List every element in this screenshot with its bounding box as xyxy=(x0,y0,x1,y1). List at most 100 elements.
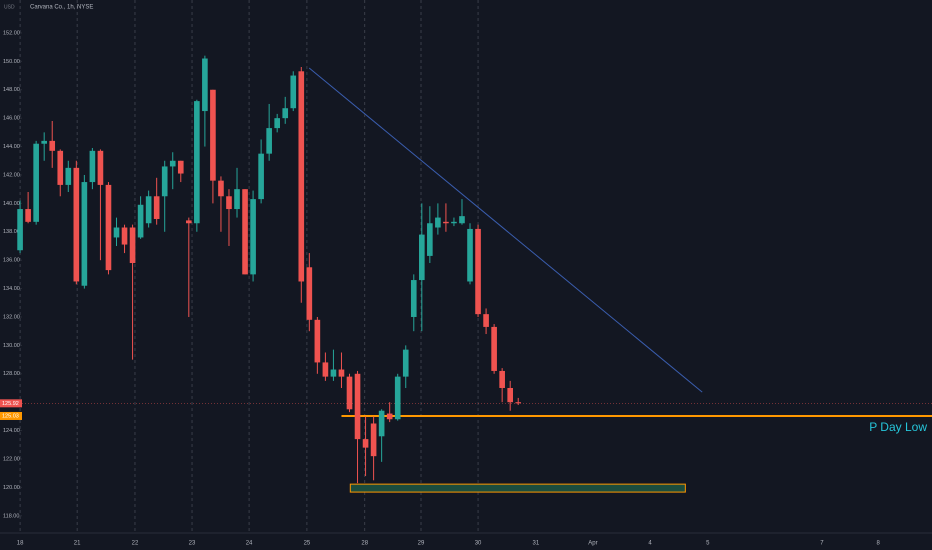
candle-body xyxy=(354,373,361,440)
candle-body xyxy=(330,369,337,377)
price-tag xyxy=(0,399,22,408)
candle-body xyxy=(65,167,72,185)
y-tick-label: 120.00 xyxy=(3,485,20,491)
chart-title: Carvana Co., 1h, NYSE xyxy=(30,5,93,11)
candle-body xyxy=(386,413,393,420)
candle-body xyxy=(153,196,160,219)
y-tick-label: 122.00 xyxy=(3,456,20,462)
candle-body xyxy=(89,150,96,183)
candle-body xyxy=(346,376,353,410)
candle-body xyxy=(177,160,184,174)
y-tick-label: 138.00 xyxy=(3,229,20,235)
candle-body xyxy=(57,150,64,185)
candle-body xyxy=(202,58,208,112)
y-tick-label: 130.00 xyxy=(3,343,20,349)
candle-body xyxy=(338,369,345,377)
y-tick-label: 150.00 xyxy=(3,59,20,65)
candle-body xyxy=(226,196,232,210)
candle-body xyxy=(322,362,329,377)
y-tick-label: 124.00 xyxy=(3,428,20,434)
candle-body xyxy=(499,370,505,388)
candle-body xyxy=(185,220,192,224)
y-tick-label: 128.00 xyxy=(3,371,20,377)
candle-body xyxy=(194,101,200,224)
candle-body xyxy=(507,387,514,403)
candle-body xyxy=(41,140,48,144)
candle-body xyxy=(105,184,112,271)
candle-body xyxy=(282,108,289,119)
candle-body xyxy=(218,180,224,197)
candle-body xyxy=(17,209,23,251)
candle-body xyxy=(169,160,176,167)
y-tick-label: 144.00 xyxy=(3,144,20,150)
price-tag xyxy=(0,411,22,420)
candle-body xyxy=(274,118,281,129)
candle-body xyxy=(49,140,56,151)
x-tick-label: 4 xyxy=(648,541,652,547)
x-tick-label: 5 xyxy=(706,541,710,547)
candle-body xyxy=(306,267,313,320)
y-tick-label: 142.00 xyxy=(3,172,20,178)
candle-body xyxy=(443,221,449,224)
candle-body xyxy=(161,166,168,197)
candle-body xyxy=(451,221,457,224)
y-tick-label: 118.00 xyxy=(3,513,19,519)
candle-body xyxy=(515,402,522,404)
candle-body xyxy=(394,376,401,420)
y-tick-label: 148.00 xyxy=(3,87,20,93)
candle-body xyxy=(73,167,80,282)
candle-body xyxy=(113,227,120,238)
candle-body xyxy=(250,199,256,275)
y-tick-label: 132.00 xyxy=(3,314,20,320)
zone xyxy=(349,483,686,493)
candle-body xyxy=(121,227,128,245)
x-tick-label: 18 xyxy=(17,541,24,547)
candle-body xyxy=(234,189,240,210)
x-tick-label: Apr xyxy=(588,541,597,547)
candle-body xyxy=(137,204,144,238)
x-tick-label: 8 xyxy=(876,541,880,547)
candle-body xyxy=(459,216,465,224)
x-tick-label: 23 xyxy=(189,541,196,547)
candle-body xyxy=(81,182,88,286)
y-tick-label: 134.00 xyxy=(3,286,20,292)
candle-body xyxy=(410,280,417,317)
y-tick-label: 146.00 xyxy=(3,116,20,122)
candle-body xyxy=(402,349,409,377)
level-label: P Day Low xyxy=(869,420,927,434)
candle-body xyxy=(467,228,473,282)
candle-body xyxy=(258,153,264,200)
candle-body xyxy=(475,228,481,315)
candle-body xyxy=(266,128,272,154)
candle-body xyxy=(25,209,31,222)
candle-body xyxy=(314,319,321,363)
price-tag-label: 125.92 xyxy=(2,401,19,407)
candle-body xyxy=(483,314,489,327)
candle-body xyxy=(427,223,433,256)
y-tick-label: 136.00 xyxy=(3,258,20,264)
x-tick-label: 31 xyxy=(533,541,540,547)
currency: USD xyxy=(4,4,15,10)
candle-body xyxy=(145,196,152,224)
candle-body xyxy=(298,71,305,282)
candle-body xyxy=(210,89,216,181)
x-tick-label: 28 xyxy=(361,541,368,547)
candle-body xyxy=(418,234,425,281)
candle-body xyxy=(33,143,39,222)
candle-body xyxy=(290,75,297,109)
candle-body xyxy=(370,423,377,457)
y-tick-label: 152.00 xyxy=(3,30,20,36)
candle-body xyxy=(491,326,497,371)
candle-body xyxy=(378,410,385,437)
candle-body xyxy=(362,439,369,448)
x-tick-label: 22 xyxy=(132,541,139,547)
candle-body xyxy=(435,217,441,228)
trend-line xyxy=(308,67,703,393)
x-tick-label: 24 xyxy=(246,541,253,547)
y-tick-label: 140.00 xyxy=(3,201,20,207)
x-tick-label: 21 xyxy=(74,541,81,547)
x-tick-label: 7 xyxy=(820,541,824,547)
candle-body xyxy=(97,150,104,185)
